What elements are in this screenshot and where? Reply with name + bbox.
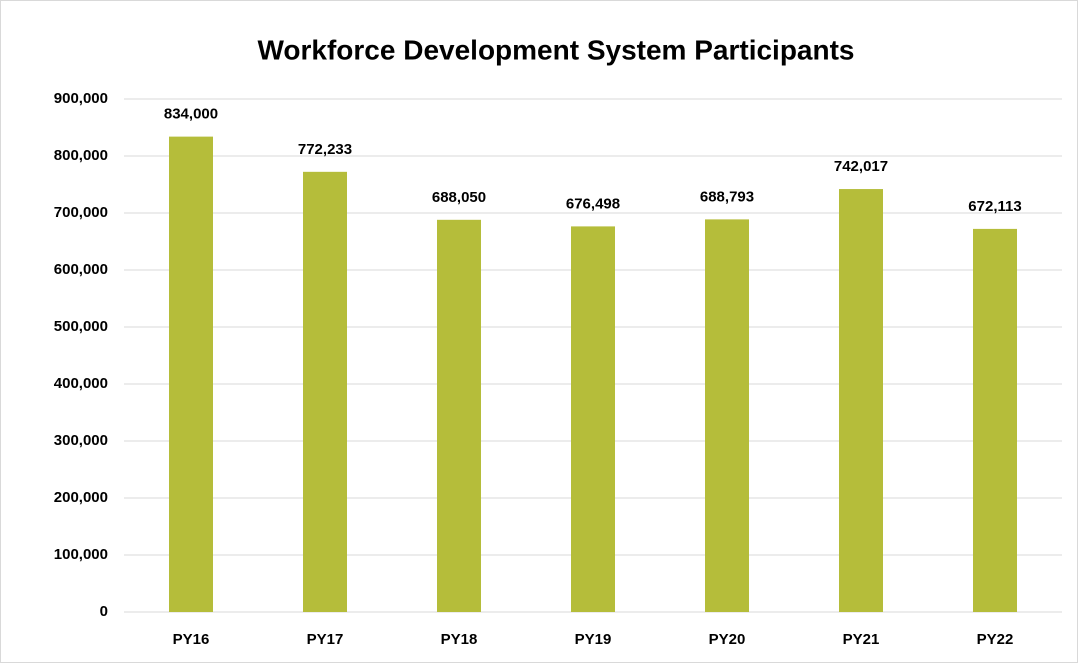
x-tick-label: PY19 xyxy=(575,631,612,648)
x-tick-label: PY22 xyxy=(977,631,1014,648)
y-tick-label: 300,000 xyxy=(54,432,108,449)
y-tick-label: 200,000 xyxy=(54,489,108,506)
x-tick-label: PY21 xyxy=(843,631,880,648)
y-tick-label: 700,000 xyxy=(54,204,108,221)
bar xyxy=(839,189,883,613)
bar xyxy=(705,219,749,612)
x-tick-label: PY20 xyxy=(709,631,746,648)
data-label: 772,233 xyxy=(298,141,352,158)
data-label: 676,498 xyxy=(566,195,620,212)
y-tick-label: 600,000 xyxy=(54,261,108,278)
y-tick-label: 400,000 xyxy=(54,375,108,392)
y-tick-label: 100,000 xyxy=(54,546,108,563)
bar xyxy=(169,136,213,612)
data-label: 742,017 xyxy=(834,158,888,175)
y-tick-label: 900,000 xyxy=(54,90,108,107)
bar xyxy=(973,228,1017,613)
x-tick-label: PY16 xyxy=(173,631,210,648)
chart-title: Workforce Development System Participant… xyxy=(257,34,854,65)
data-label: 672,113 xyxy=(968,198,1021,215)
bar xyxy=(303,171,347,612)
x-tick-label: PY17 xyxy=(307,631,344,648)
x-tick-label: PY18 xyxy=(441,631,478,648)
data-label: 834,000 xyxy=(164,106,218,123)
bar xyxy=(571,226,615,613)
data-label: 688,793 xyxy=(700,188,754,205)
y-tick-label: 0 xyxy=(100,603,108,620)
y-tick-label: 800,000 xyxy=(54,147,108,164)
data-label: 688,050 xyxy=(432,189,486,206)
bar xyxy=(437,219,481,612)
y-tick-label: 500,000 xyxy=(54,318,108,335)
